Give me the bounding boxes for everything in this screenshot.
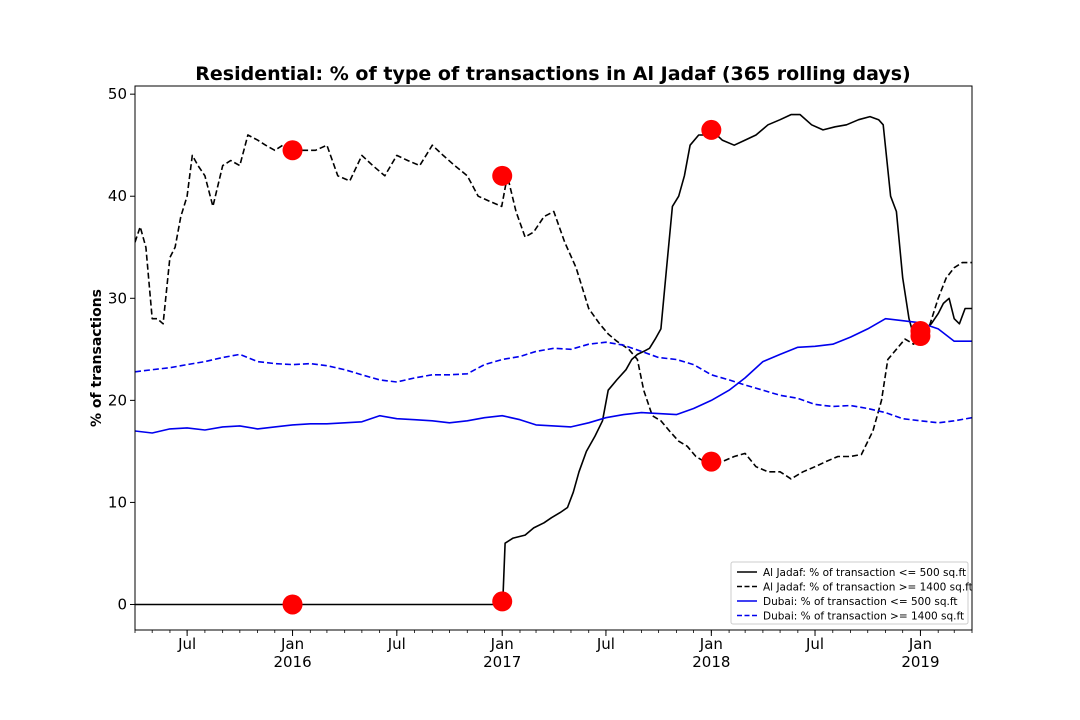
red-marker-2	[282, 140, 303, 161]
y-tick-label: 20	[108, 391, 127, 409]
x-tick-year-label: 2016	[273, 653, 311, 671]
series-line-4	[135, 341, 972, 424]
plot-area	[135, 113, 972, 615]
chart-title: Residential: % of type of transactions i…	[195, 63, 910, 85]
y-tick-label: 30	[108, 289, 127, 307]
series-line-1	[135, 113, 972, 606]
red-marker-5	[701, 119, 722, 140]
legend: Al Jadaf: % of transaction <= 500 sq.ft A…	[730, 561, 973, 625]
legend-entry: Dubai: % of transaction <= 500 sq.ft	[763, 596, 957, 608]
legend-box	[730, 561, 969, 625]
y-tick-label: 0	[117, 595, 127, 613]
x-tick-label: Jan	[490, 635, 514, 653]
red-marker-8	[910, 326, 931, 347]
y-axis-label: % of transactions	[89, 289, 105, 427]
x-tick-year-label: 2019	[901, 653, 939, 671]
y-tick-label: 40	[108, 187, 127, 205]
x-tick-label: Jul	[177, 635, 196, 653]
x-tick-label: Jan	[280, 635, 304, 653]
red-marker-3	[492, 591, 513, 612]
red-marker-1	[282, 594, 303, 615]
x-tick-label: Jan	[699, 635, 723, 653]
x-tick-label: Jan	[908, 635, 932, 653]
x-tick-year-label: 2017	[483, 653, 521, 671]
legend-entry: Dubai: % of transaction >= 1400 sq.ft	[763, 611, 964, 623]
series-group	[135, 113, 972, 606]
series-line-3	[135, 317, 972, 434]
red-marker-4	[492, 165, 513, 186]
series-line-2	[135, 134, 972, 480]
x-tick-label: Jul	[596, 635, 615, 653]
x-tick-year-label: 2018	[692, 653, 730, 671]
x-tick-label: Jul	[805, 635, 824, 653]
red-marker-6	[701, 451, 722, 472]
plot-frame	[134, 85, 973, 631]
legend-entry: Al Jadaf: % of transaction <= 500 sq.ft	[763, 567, 966, 579]
y-tick-label: 50	[108, 85, 127, 103]
legend-entry: Al Jadaf: % of transaction >= 1400 sq.ft	[763, 582, 973, 594]
x-tick-label: Jul	[387, 635, 406, 653]
y-tick-label: 10	[108, 493, 127, 511]
